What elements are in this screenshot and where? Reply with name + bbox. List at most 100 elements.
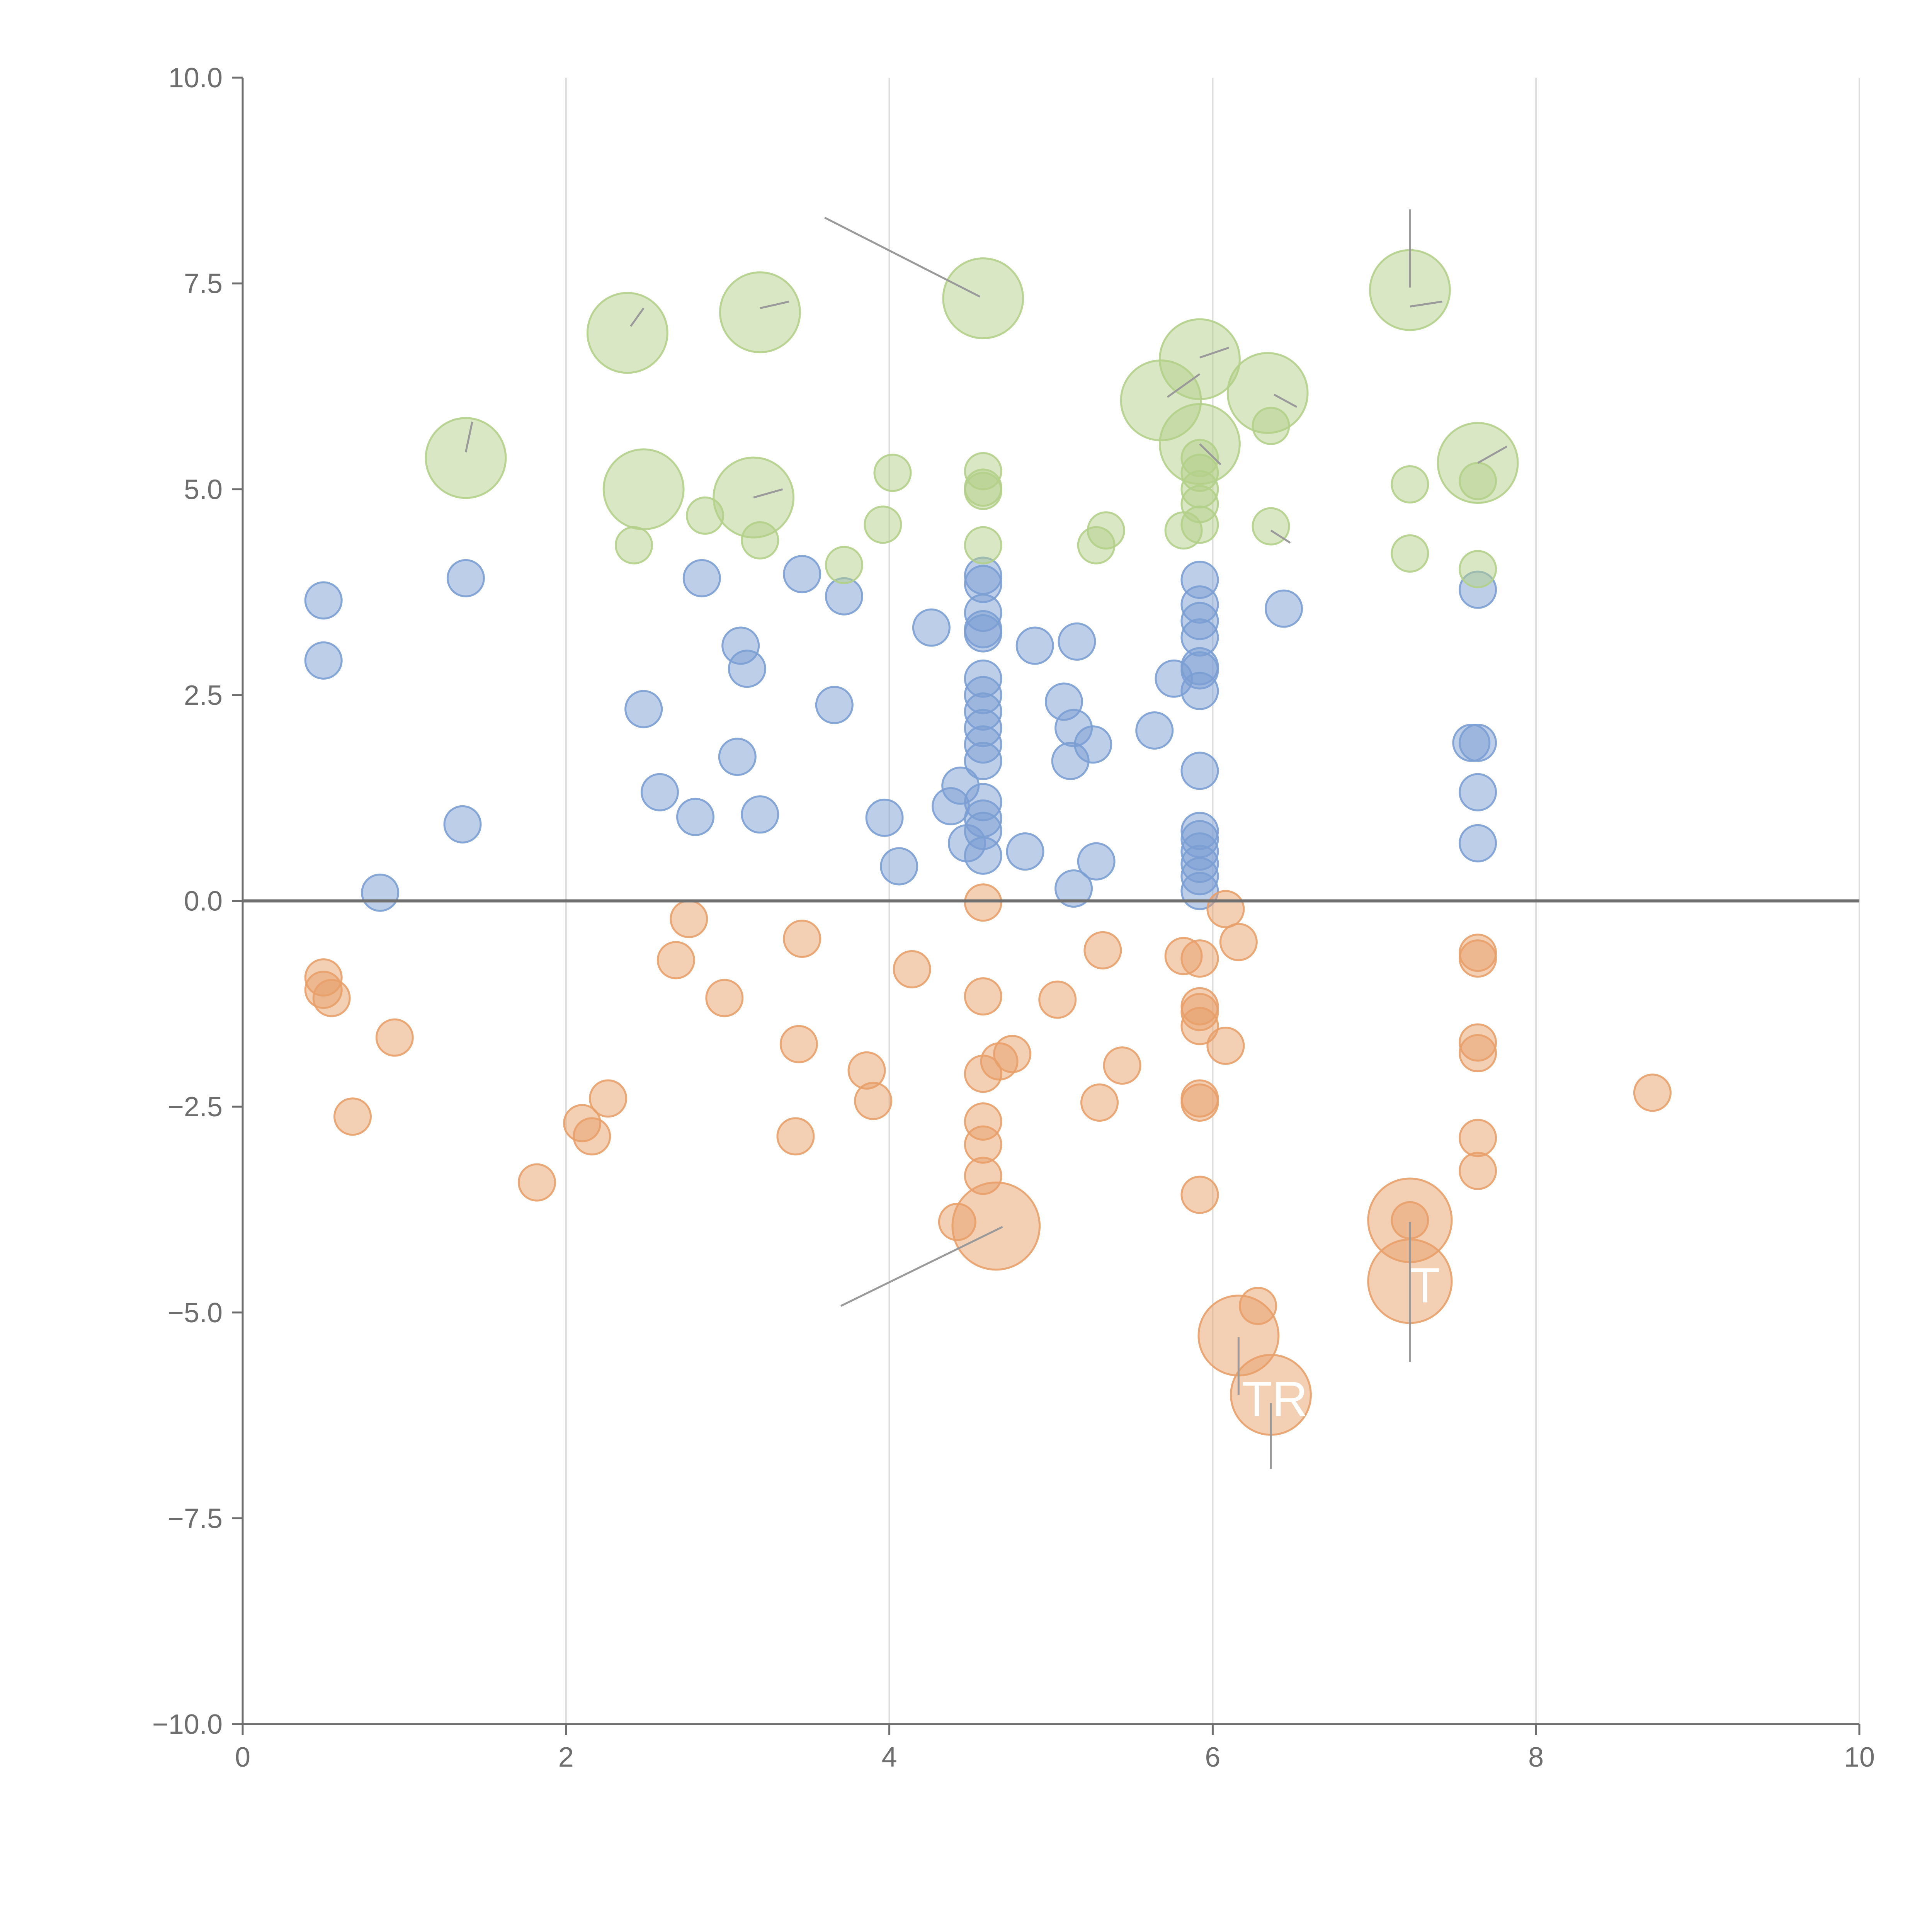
orange-point-14 xyxy=(783,920,821,958)
green-point-8 xyxy=(825,546,863,584)
y-tick-label-7: 7.5 xyxy=(184,269,223,299)
orange-point-10 xyxy=(670,900,708,938)
blue-point-65 xyxy=(1459,773,1497,811)
orange-point-12 xyxy=(776,1117,815,1156)
blue-point-64 xyxy=(1459,723,1497,762)
green-point-35 xyxy=(1459,550,1497,588)
blue-point-36 xyxy=(964,836,1002,875)
green-point-14 xyxy=(964,526,1002,565)
leader-line-12 xyxy=(1199,443,1222,466)
orange-point-5 xyxy=(517,1163,556,1202)
blue-point-1 xyxy=(304,641,343,680)
green-point-32 xyxy=(1391,534,1429,573)
green-point-3 xyxy=(602,448,685,531)
blue-point-37 xyxy=(1006,832,1044,871)
orange-point-53 xyxy=(1459,1119,1497,1157)
green-point-9 xyxy=(864,505,902,544)
blue-point-2 xyxy=(361,873,400,912)
orange-point-44 xyxy=(1239,1287,1277,1325)
orange-point-2 xyxy=(312,979,351,1017)
orange-point-28 xyxy=(1038,980,1077,1019)
leader-line-2 xyxy=(630,308,645,327)
x-tick-label-2: 4 xyxy=(882,1742,897,1773)
y-tick-label-3: −2.5 xyxy=(168,1092,223,1122)
y-tick-label-0: −10.0 xyxy=(152,1709,223,1740)
orange-point-36 xyxy=(1180,1007,1219,1045)
orange-point-13 xyxy=(779,1025,818,1063)
blue-point-8 xyxy=(682,559,721,597)
blue-point-4 xyxy=(443,805,482,844)
leader-line-9 xyxy=(1410,301,1442,308)
leader-line-0 xyxy=(824,216,981,298)
blue-point-54 xyxy=(1180,672,1219,710)
orange-point-38 xyxy=(1180,1083,1219,1122)
orange-point-9 xyxy=(656,941,695,980)
blue-point-38 xyxy=(1015,626,1054,665)
bubble-annotation-1: T xyxy=(1410,1258,1440,1313)
blue-point-32 xyxy=(964,742,1002,780)
blue-point-18 xyxy=(912,608,951,647)
x-tick-label-5: 10 xyxy=(1844,1742,1875,1773)
orange-point-42 xyxy=(1219,923,1258,961)
orange-point-55 xyxy=(1633,1073,1672,1112)
green-point-6 xyxy=(741,521,779,560)
leader-line-10 xyxy=(1477,446,1508,464)
green-point-2 xyxy=(615,526,653,565)
green-point-31 xyxy=(1391,465,1429,503)
blue-point-3 xyxy=(446,559,485,597)
blue-point-46 xyxy=(1135,711,1174,750)
orange-point-17 xyxy=(893,950,931,988)
orange-point-29 xyxy=(1080,1083,1119,1122)
blue-point-42 xyxy=(1054,869,1093,908)
leader-line-6 xyxy=(1167,373,1201,398)
orange-point-27 xyxy=(951,1181,1041,1271)
orange-point-19 xyxy=(964,883,1002,922)
orange-point-26 xyxy=(993,1035,1032,1073)
y-tick-label-1: −7.5 xyxy=(168,1503,223,1534)
orange-point-20 xyxy=(964,977,1002,1016)
x-tick-label-1: 2 xyxy=(558,1742,574,1773)
orange-point-7 xyxy=(573,1117,611,1156)
green-point-0 xyxy=(425,417,507,499)
y-tick-label-6: 5.0 xyxy=(184,474,223,505)
blue-point-5 xyxy=(624,690,663,728)
blue-point-44 xyxy=(1074,725,1112,764)
orange-point-16 xyxy=(854,1082,893,1120)
orange-point-41 xyxy=(1206,1026,1245,1065)
leader-line-13 xyxy=(840,1226,1003,1307)
y-tick-label-2: −5.0 xyxy=(168,1298,223,1328)
green-point-34 xyxy=(1459,462,1497,500)
blue-point-11 xyxy=(728,650,766,688)
blue-point-62 xyxy=(1264,589,1303,628)
blue-point-0 xyxy=(304,581,343,620)
blue-point-66 xyxy=(1459,824,1497,862)
orange-point-40 xyxy=(1206,890,1245,929)
blue-point-43 xyxy=(1058,622,1096,661)
blue-point-45 xyxy=(1077,842,1116,881)
orange-point-33 xyxy=(1180,939,1219,978)
x-tick-label-4: 8 xyxy=(1528,1742,1544,1773)
blue-point-55 xyxy=(1180,752,1219,790)
orange-point-31 xyxy=(1103,1046,1141,1085)
leader-line-4 xyxy=(464,422,473,452)
green-point-28 xyxy=(1252,406,1290,445)
green-point-26 xyxy=(1180,505,1219,544)
orange-point-4 xyxy=(375,1018,414,1057)
bubble-annotation-0: TR xyxy=(1242,1371,1308,1427)
blue-point-13 xyxy=(783,555,821,594)
orange-point-3 xyxy=(333,1097,372,1136)
y-tick-label-5: 2.5 xyxy=(184,680,223,711)
orange-point-54 xyxy=(1459,1151,1497,1190)
orange-point-11 xyxy=(705,979,744,1017)
leader-line-8 xyxy=(1274,394,1298,408)
green-point-13 xyxy=(964,472,1002,510)
green-point-10 xyxy=(873,454,912,492)
leader-line-11 xyxy=(1270,529,1291,544)
x-tick-label-3: 6 xyxy=(1205,1742,1220,1773)
blue-point-7 xyxy=(676,798,715,836)
leader-line-5 xyxy=(753,488,783,498)
orange-point-52 xyxy=(1459,1034,1497,1073)
blue-point-16 xyxy=(865,798,904,837)
